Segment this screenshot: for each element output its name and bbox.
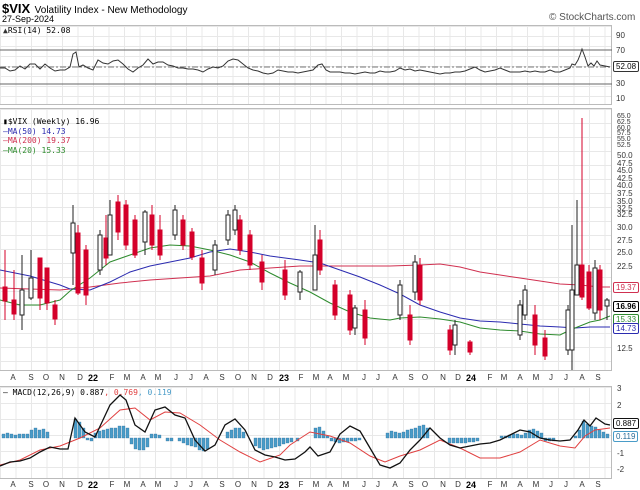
ma200-tag: 19.37 [613, 282, 640, 293]
macd-legend: — MACD(12,26,9) 0.887, 0.769, 0.119 [3, 388, 172, 397]
rsi-tick-90: 90 [616, 31, 625, 40]
macd-tick-2: 2 [617, 401, 622, 410]
macd-tick-3: 3 [617, 384, 622, 393]
rsi-tick-10: 10 [616, 94, 625, 103]
x-axis-bottom: A S O N D 22 F M A M J J A S O N D 23 F … [10, 480, 601, 490]
macd-tick-neg1: -1 [617, 449, 625, 458]
price-tag: 16.96 [613, 301, 640, 312]
price-tick-27-5: 27.5 [617, 236, 633, 245]
legend-ma20: —MA(20) 15.33 [3, 145, 66, 155]
price-tick-12-5: 12.5 [617, 344, 633, 353]
price-legend: ▮$VIX (Weekly) 16.96 —MA(50) 14.73 —MA(2… [3, 117, 99, 155]
x-axis-mid: A S O N D 22 F M A M J J A S O N D 23 F … [10, 373, 601, 383]
chart-date: 27-Sep-2024 [2, 14, 55, 24]
price-tick-22-5: 22.5 [617, 262, 633, 271]
price-tick-25: 25.0 [617, 248, 633, 257]
price-tick-30: 30.0 [617, 223, 633, 232]
symbol-name: Volatility Index - New Methodology [34, 5, 188, 16]
rsi-icon: ▲ [3, 26, 8, 35]
candle-icon: ▮ [3, 117, 8, 126]
copyright: © StockCharts.com [549, 12, 636, 23]
rsi-panel [0, 25, 612, 105]
macd-panel [0, 386, 612, 479]
legend-ma50: —MA(50) 14.73 [3, 126, 66, 136]
rsi-value-tag: 52.08 [613, 61, 640, 72]
legend-main: ▮$VIX (Weekly) 16.96 [3, 117, 100, 126]
macd-value-tag: 0.887 [613, 418, 640, 429]
price-y-axis-top: 65.0 62.5 60.0 57.5 55.0 52.5 [617, 113, 631, 149]
chart-title: $VIX Volatility Index - New Methodology [2, 0, 188, 18]
price-tick-32-5: 32.5 [617, 210, 633, 219]
symbol: $VIX [2, 1, 31, 16]
ma50-tag: 14.73 [613, 323, 640, 334]
legend-ma200: —MA(200) 19.37 [3, 136, 71, 145]
price-y-axis-mid: 50.0 47.5 45.0 42.5 40.0 37.5 35.0 32.5 [617, 151, 633, 214]
rsi-legend: ▲RSI(14) 52.08 [3, 26, 71, 35]
hist-value-tag: 0.119 [613, 431, 639, 442]
rsi-tick-30: 30 [616, 79, 625, 88]
rsi-tick-70: 70 [616, 46, 625, 55]
macd-tick-neg2: -2 [617, 465, 625, 474]
